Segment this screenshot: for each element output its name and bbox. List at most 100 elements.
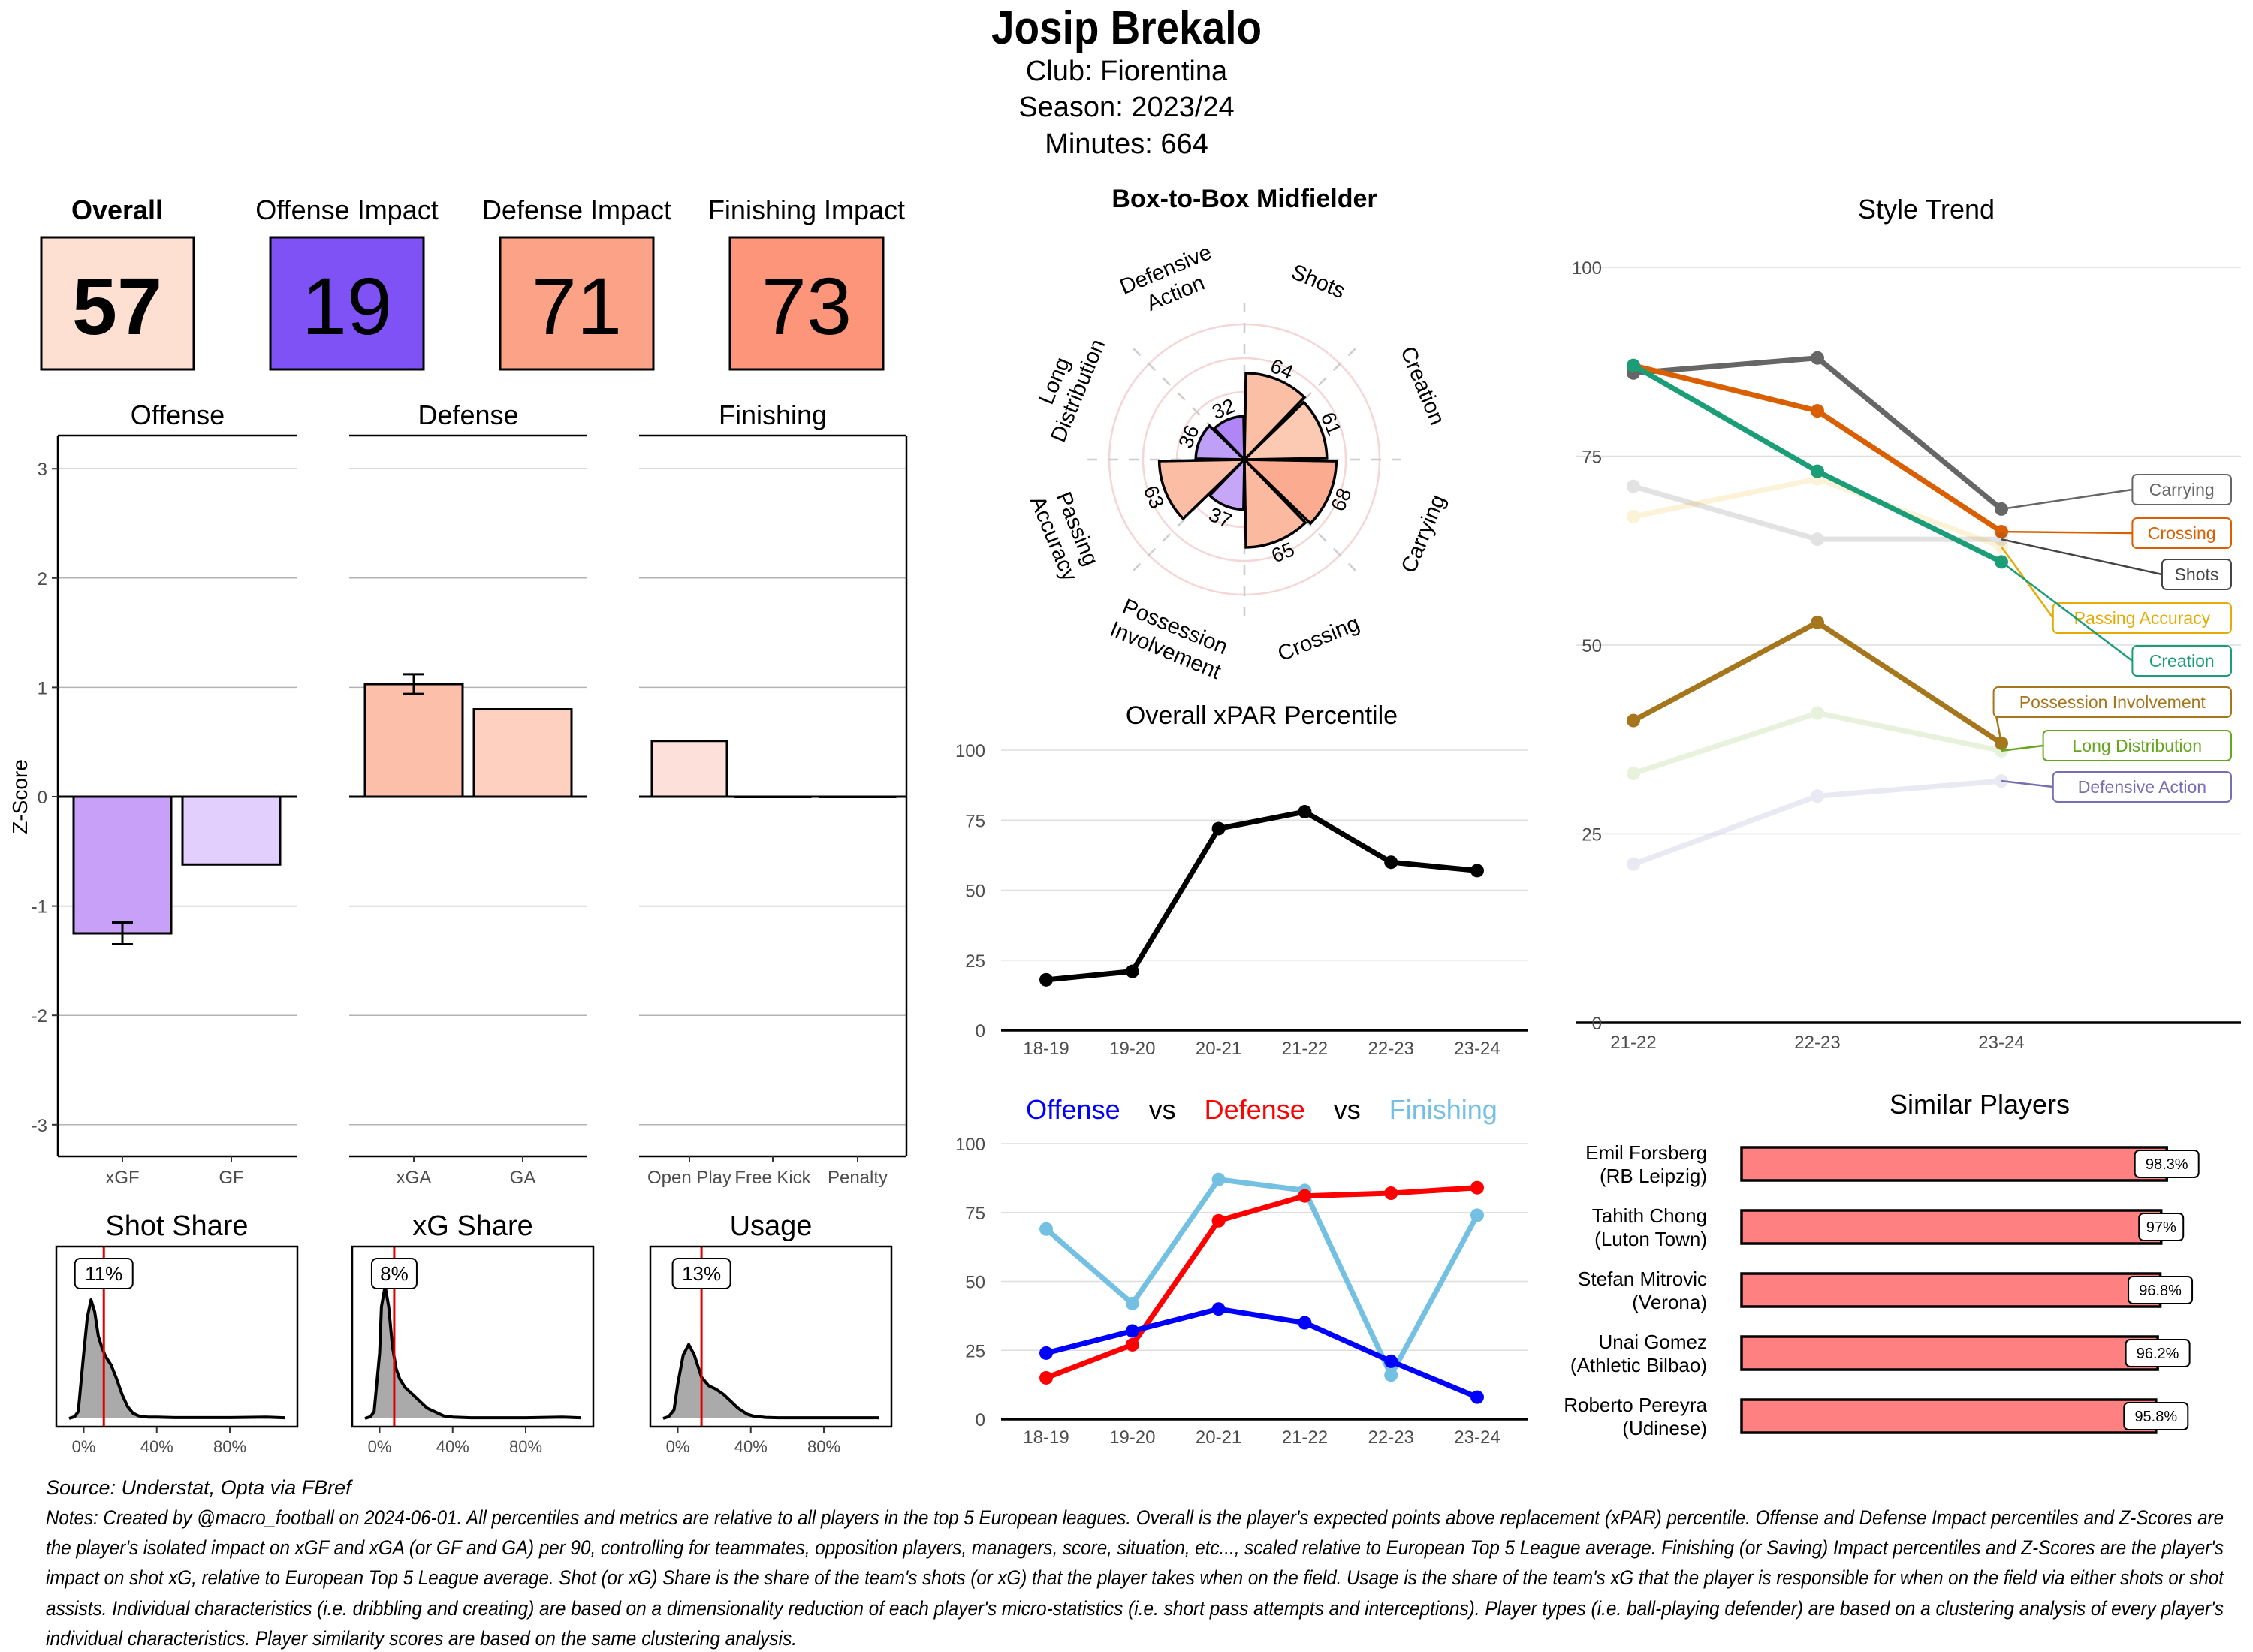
y-tick-label: 50 (965, 1273, 985, 1293)
bar-gf (181, 795, 282, 866)
y-tick-label: -2 (32, 1006, 47, 1026)
bar-xgf (72, 795, 173, 935)
label-box (2042, 730, 2233, 761)
series-line (1044, 1177, 1480, 1378)
y-tick-label: 100 (1572, 258, 1602, 279)
player-club: (RB Leipzig) (1600, 1165, 1707, 1187)
series-label-crossing: Crossing (2001, 517, 2232, 549)
data-point (1211, 1213, 1226, 1228)
data-point (1627, 713, 1640, 728)
title-vs: vs (1334, 1094, 1361, 1125)
score-box (40, 236, 195, 371)
label-box (2052, 771, 2233, 803)
series-label-long-distribution: Long Distribution (2001, 730, 2233, 761)
x-tick-label: 22-23 (1368, 1039, 1414, 1059)
x-tick-label: 20-21 (1196, 1039, 1241, 1059)
x-tick-label: 23-24 (1978, 1032, 2024, 1053)
density-area (69, 1300, 285, 1418)
data-point (1811, 615, 1824, 629)
score-tiles: Overall 57 Offense Impact 19 Defense Imp… (40, 194, 905, 371)
score-value: 57 (72, 261, 162, 351)
player-name: Stefan Mitrovic (1578, 1268, 1707, 1290)
polar-bar-crossing (1243, 456, 1307, 549)
zscore-panel-defense: Defense xGA GA (349, 399, 587, 1188)
value-label: 11% (85, 1262, 122, 1285)
label-connector (2001, 488, 2133, 511)
x-tick-label: 19-20 (1109, 1427, 1155, 1448)
data-point (1470, 864, 1484, 878)
title-finishing: Finishing (1389, 1094, 1497, 1125)
x-tick-label: 21-22 (1282, 1039, 1328, 1059)
score-tile-defense-impact: Defense Impact 71 (482, 194, 671, 371)
series-line (1045, 1185, 1478, 1381)
x-tick-label: 23-24 (1454, 1427, 1500, 1448)
y-tick-label: 75 (965, 1204, 985, 1224)
x-tick-label: 80% (213, 1437, 246, 1456)
polar-bar-creation (1241, 400, 1329, 461)
density-area (663, 1344, 879, 1418)
x-tick-label: 18-19 (1023, 1427, 1069, 1448)
data-point (1811, 404, 1824, 418)
series-label: Carrying (2149, 480, 2215, 499)
similarity-bar (1740, 1209, 2163, 1245)
series-label: Creation (2149, 651, 2215, 671)
x-tick-label: Open Play (647, 1168, 731, 1188)
similarity-label-box (2123, 1402, 2189, 1430)
x-tick-label: 19-20 (1109, 1039, 1155, 1059)
zscore-panel-finishing: Finishing Open Play Free Kick Penalty (639, 399, 908, 1188)
xpar-title: Overall xPAR Percentile (1126, 701, 1398, 730)
data-point (1627, 358, 1640, 372)
panel-title: Offense (131, 399, 225, 430)
series-label: Shots (2175, 565, 2219, 584)
notes: Notes: Created by @macro_football on 202… (46, 1506, 2224, 1650)
bar-xga (363, 683, 464, 798)
style-trend-chart: Style Trend 0 25 50 75 100 21-22 22-23 23-24 Car… (1572, 194, 2241, 1053)
panel-border (351, 1245, 595, 1428)
x-tick-label: 80% (807, 1437, 840, 1456)
similarity-bar (1740, 1335, 2159, 1371)
player-name: Roberto Pereyra (1564, 1394, 1707, 1416)
series-label-carrying: Carrying (2001, 474, 2232, 511)
score-value: 19 (302, 261, 392, 351)
bar-ga (472, 708, 573, 798)
data-point (1811, 351, 1824, 365)
series-label-possession-involvement: Possession Involvement (1992, 686, 2233, 744)
x-tick-label: xGA (397, 1168, 432, 1188)
x-tick-label: 20-21 (1196, 1427, 1241, 1448)
data-point (1039, 972, 1053, 987)
panel-title: Defense (418, 399, 518, 430)
value-label-box (370, 1258, 418, 1289)
data-point (1811, 706, 1824, 720)
similarity-label-box (2125, 1339, 2191, 1367)
series-offense (1039, 1302, 1484, 1404)
x-tick-label: 40% (436, 1437, 469, 1456)
data-point (1627, 509, 1640, 523)
similar-player-row: Unai Gomez(Athletic Bilbao) 96.2% (1570, 1331, 2191, 1376)
notes-line: the player's isolated impact on xGF and … (46, 1536, 2224, 1559)
series-label: Crossing (2148, 523, 2216, 543)
y-tick-label: 3 (38, 460, 47, 480)
polar-title: Box-to-Box Midfielder (1111, 185, 1377, 213)
density-line (364, 1284, 581, 1420)
data-point (1811, 789, 1824, 803)
data-point (1125, 964, 1139, 978)
score-tile-offense-impact: Offense Impact 19 (255, 194, 439, 371)
label-box (2161, 559, 2232, 590)
label-connector (2001, 779, 2053, 788)
score-label: Finishing Impact (708, 194, 905, 225)
notes-line: impact on shot xG, relative to European … (46, 1566, 2224, 1589)
series-line (1633, 476, 2003, 550)
score-box (269, 236, 425, 371)
player-name: Emil Forsberg (1585, 1141, 1707, 1164)
data-point (1811, 532, 1824, 547)
header: Josip Brekalo Club: Fiorentina Season: 2… (991, 2, 1262, 160)
series-overall (1039, 805, 1484, 987)
y-tick-label: 25 (965, 1341, 985, 1361)
polar-bar-passing-accuracy (1157, 458, 1248, 521)
notes-line: individual characteristics. Player simil… (46, 1627, 797, 1650)
data-point (1125, 1324, 1139, 1338)
similarity-label-box (2134, 1150, 2200, 1178)
y-tick-label: 75 (965, 811, 985, 831)
